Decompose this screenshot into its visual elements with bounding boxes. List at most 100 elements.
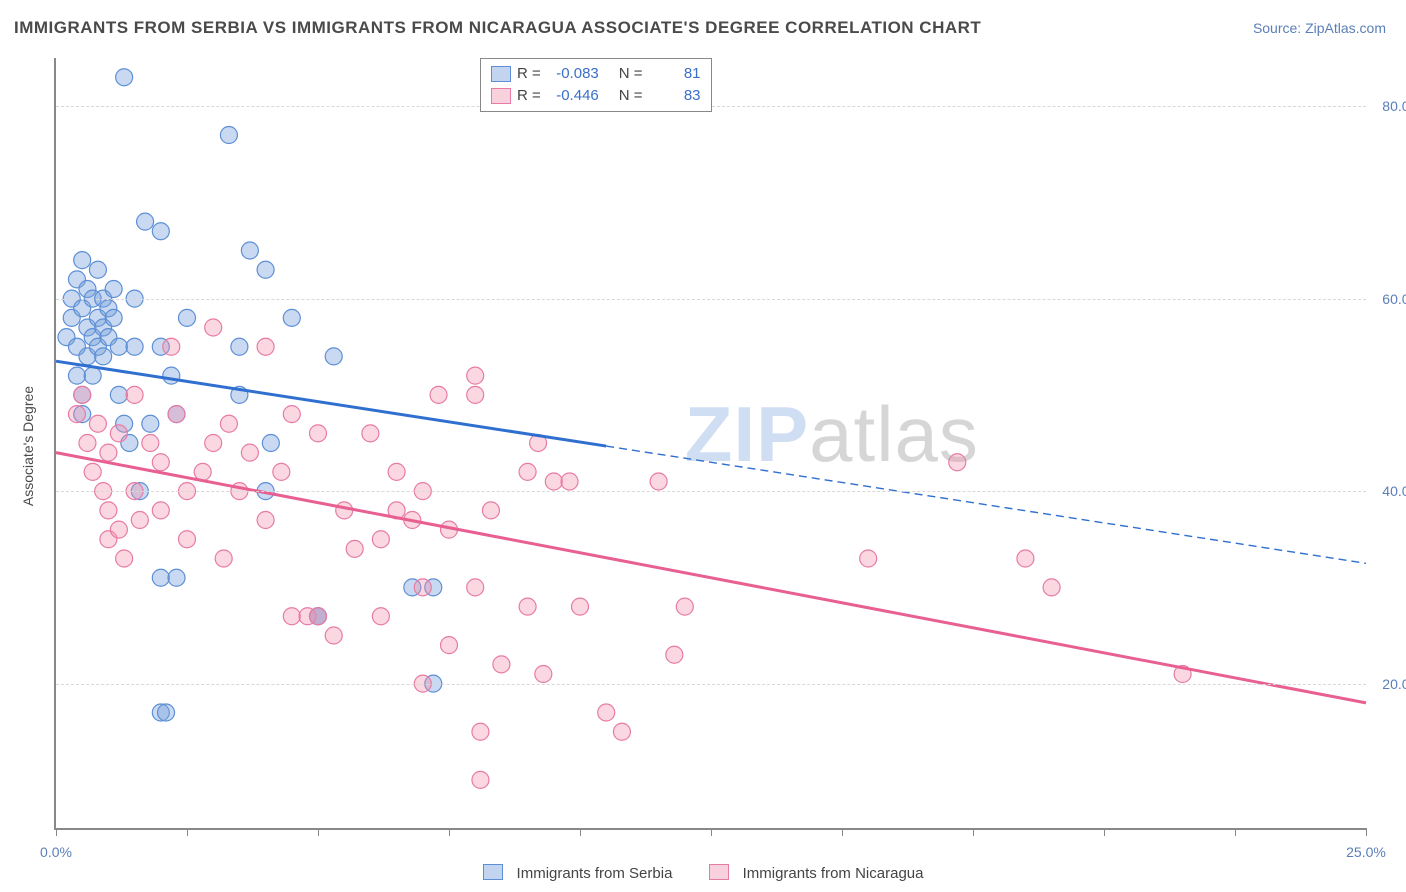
regression-line-serbia-solid — [56, 361, 606, 446]
data-point — [561, 473, 578, 490]
data-point — [179, 531, 196, 548]
data-point — [116, 550, 133, 567]
data-point — [336, 502, 353, 519]
data-point — [168, 569, 185, 586]
x-tick — [973, 828, 974, 836]
data-point — [95, 348, 112, 365]
data-point — [441, 637, 458, 654]
data-point — [535, 666, 552, 683]
data-point — [68, 367, 85, 384]
data-point — [598, 704, 615, 721]
data-point — [110, 425, 127, 442]
data-point — [231, 338, 248, 355]
data-point — [545, 473, 562, 490]
data-point — [372, 608, 389, 625]
data-point — [110, 521, 127, 538]
data-point — [137, 213, 154, 230]
data-point — [325, 348, 342, 365]
data-point — [100, 502, 117, 519]
x-tick-label: 0.0% — [40, 844, 72, 860]
data-point — [860, 550, 877, 567]
y-axis-label: Associate's Degree — [20, 386, 36, 506]
y-tick-label: 20.0% — [1382, 676, 1406, 692]
chart-title: IMMIGRANTS FROM SERBIA VS IMMIGRANTS FRO… — [14, 18, 981, 38]
data-point — [310, 425, 327, 442]
legend-row-nicaragua: R = -0.446 N = 83 — [491, 85, 701, 107]
series-legend: Immigrants from Serbia Immigrants from N… — [0, 864, 1406, 882]
swatch-pink-icon — [491, 88, 511, 104]
data-point — [372, 531, 389, 548]
data-point — [126, 386, 143, 403]
data-point — [116, 69, 133, 86]
x-tick — [449, 828, 450, 836]
data-point — [519, 463, 536, 480]
data-point — [472, 723, 489, 740]
data-point — [310, 608, 327, 625]
data-point — [519, 598, 536, 615]
data-point — [74, 252, 91, 269]
scatter-svg — [56, 58, 1366, 828]
data-point — [241, 444, 258, 461]
data-point — [205, 319, 222, 336]
data-point — [346, 540, 363, 557]
data-point — [74, 386, 91, 403]
y-tick-label: 40.0% — [1382, 483, 1406, 499]
x-tick — [1235, 828, 1236, 836]
data-point — [168, 406, 185, 423]
x-tick — [187, 828, 188, 836]
data-point — [467, 386, 484, 403]
gridline — [56, 684, 1366, 685]
data-point — [362, 425, 379, 442]
regression-line-serbia-dashed — [606, 446, 1366, 563]
data-point — [1043, 579, 1060, 596]
data-point — [84, 367, 101, 384]
swatch-blue-icon — [491, 66, 511, 82]
data-point — [220, 127, 237, 144]
x-tick — [711, 828, 712, 836]
data-point — [110, 338, 127, 355]
data-point — [163, 367, 180, 384]
data-point — [142, 435, 159, 452]
data-point — [89, 261, 106, 278]
gridline — [56, 491, 1366, 492]
swatch-blue-icon — [483, 864, 503, 880]
data-point — [126, 338, 143, 355]
chart-plot-area: ZIPatlas 20.0%40.0%60.0%80.0%0.0%25.0% — [54, 58, 1366, 830]
data-point — [215, 550, 232, 567]
data-point — [100, 444, 117, 461]
x-tick — [842, 828, 843, 836]
data-point — [572, 598, 589, 615]
data-point — [283, 309, 300, 326]
data-point — [1017, 550, 1034, 567]
data-point — [388, 463, 405, 480]
data-point — [142, 415, 159, 432]
data-point — [110, 386, 127, 403]
data-point — [472, 771, 489, 788]
x-tick — [56, 828, 57, 836]
data-point — [482, 502, 499, 519]
x-tick — [318, 828, 319, 836]
data-point — [105, 281, 122, 298]
data-point — [262, 435, 279, 452]
gridline — [56, 299, 1366, 300]
data-point — [89, 415, 106, 432]
x-tick — [1104, 828, 1105, 836]
legend-row-serbia: R = -0.083 N = 81 — [491, 63, 701, 85]
data-point — [430, 386, 447, 403]
data-point — [650, 473, 667, 490]
data-point — [283, 406, 300, 423]
data-point — [325, 627, 342, 644]
data-point — [676, 598, 693, 615]
swatch-pink-icon — [709, 864, 729, 880]
data-point — [84, 463, 101, 480]
data-point — [205, 435, 222, 452]
data-point — [131, 512, 148, 529]
data-point — [257, 338, 274, 355]
data-point — [105, 309, 122, 326]
data-point — [613, 723, 630, 740]
data-point — [257, 512, 274, 529]
data-point — [163, 338, 180, 355]
correlation-legend: R = -0.083 N = 81 R = -0.446 N = 83 — [480, 58, 712, 112]
data-point — [241, 242, 258, 259]
source-label: Source: ZipAtlas.com — [1253, 20, 1386, 36]
